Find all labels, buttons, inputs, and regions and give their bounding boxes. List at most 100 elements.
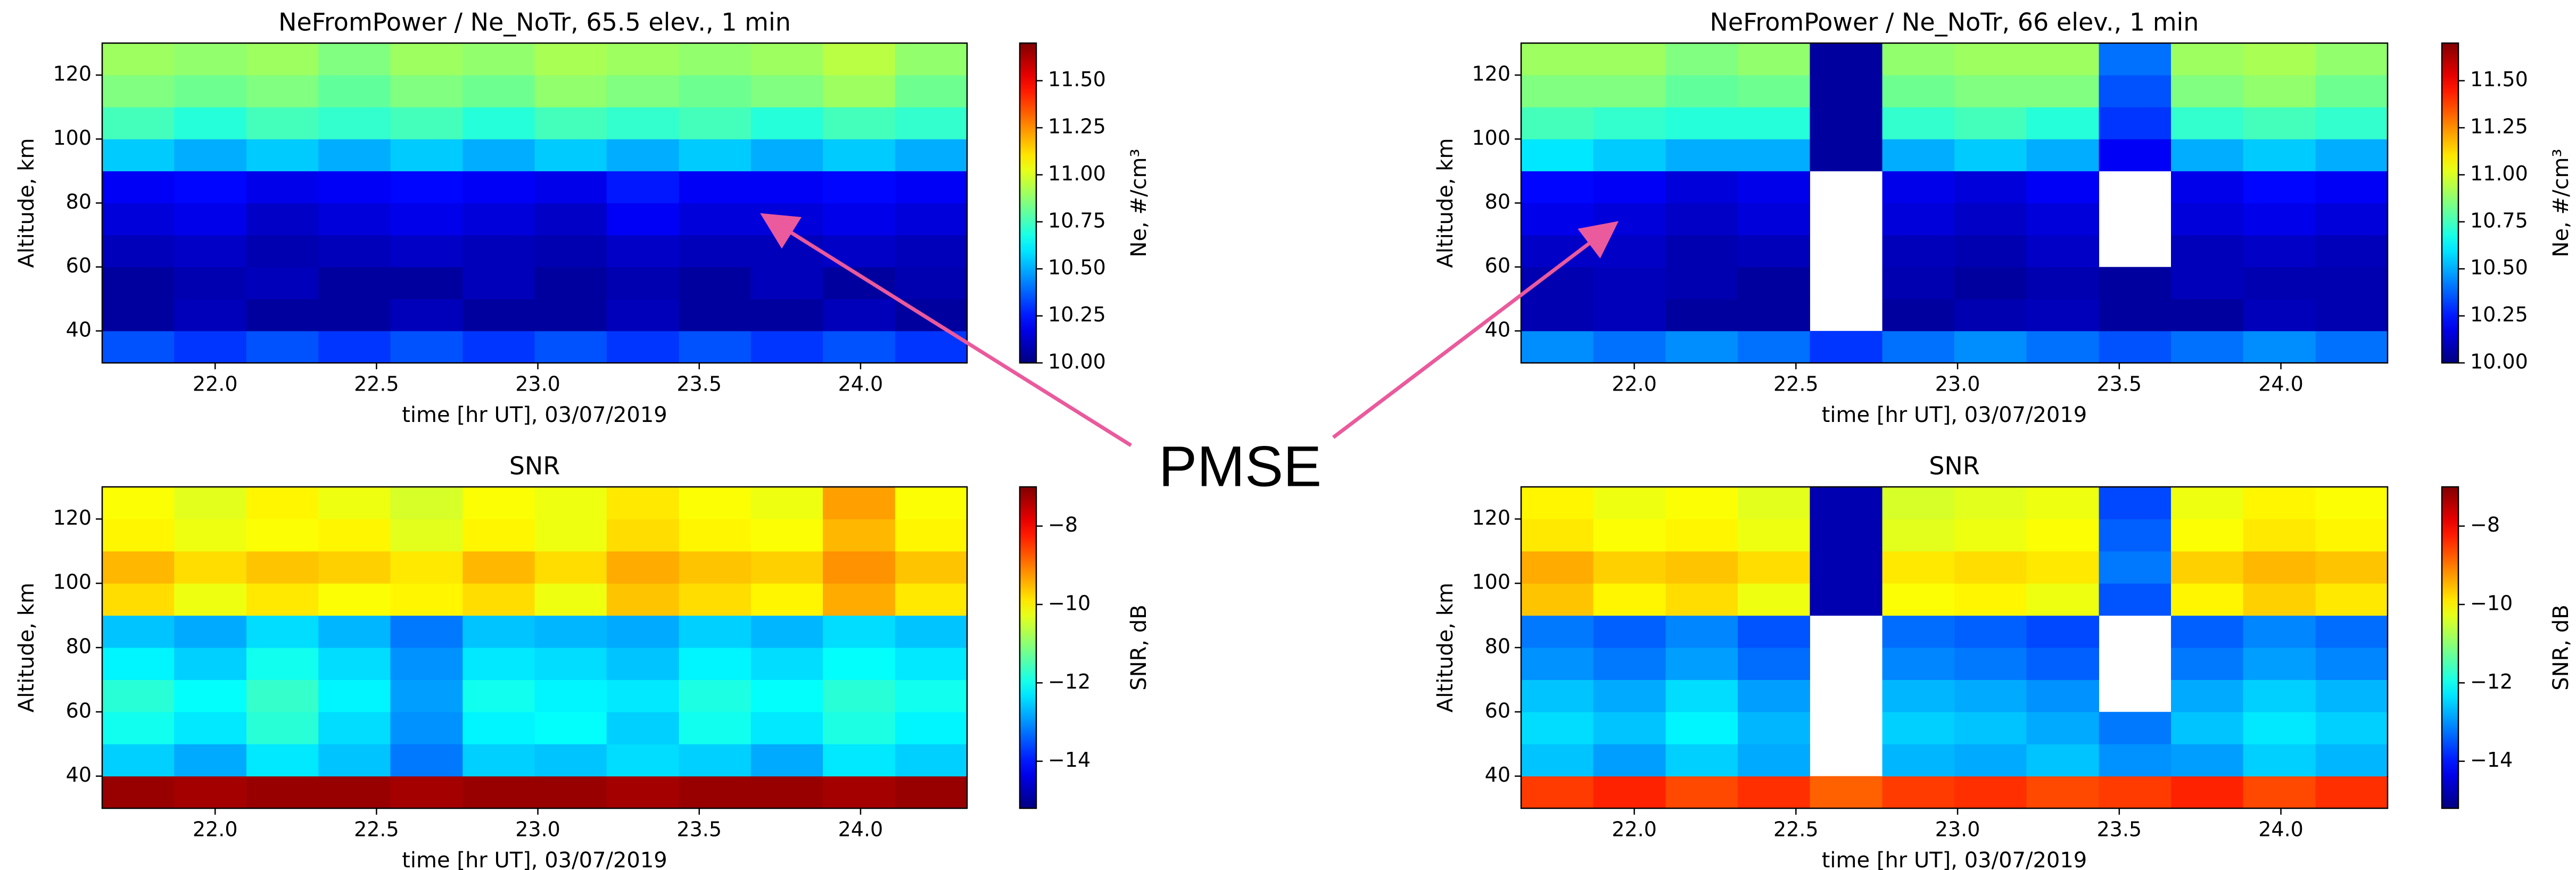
heatmap-cell [1882, 107, 1955, 139]
heatmap-cell [1954, 583, 2027, 616]
heatmap-cell [246, 267, 319, 300]
heatmap-cell [606, 267, 680, 300]
heatmap-cell [463, 299, 535, 332]
heatmap-cell [463, 744, 535, 777]
heatmap-cell [895, 203, 968, 236]
heatmap-cell [750, 711, 823, 744]
y-axis-label: Altitude, km [1433, 583, 1458, 712]
heatmap-cell [1521, 648, 1594, 680]
heatmap-cell [1665, 583, 1738, 616]
heatmap-cell [2243, 107, 2316, 139]
heatmap-cell [822, 711, 896, 744]
heatmap-cell [174, 519, 247, 552]
heatmap-cell [246, 107, 319, 139]
heatmap-cell [2099, 744, 2172, 777]
heatmap-cell [2171, 583, 2243, 616]
colorbar-tick-label: 11.25 [1048, 115, 1106, 138]
heatmap-cell [1521, 75, 1594, 107]
heatmap-cell [2315, 519, 2388, 552]
heatmap-cell [390, 583, 463, 616]
heatmap-cell [318, 75, 391, 107]
heatmap-cell [1665, 680, 1738, 712]
heatmap-cell [1738, 680, 1810, 712]
y-tick-label: 120 [53, 62, 92, 86]
y-tick-label: 60 [1485, 699, 1510, 722]
heatmap-cell [1593, 235, 1666, 268]
heatmap-cell [390, 139, 463, 171]
heatmap-cell [1810, 551, 1883, 584]
heatmap-cell [750, 551, 823, 584]
colorbar [2441, 42, 2459, 364]
heatmap-cell [1882, 776, 1955, 809]
heatmap-cell [2026, 711, 2100, 744]
heatmap-cell [1738, 330, 1810, 363]
colorbar-tick-label: −8 [2470, 513, 2500, 536]
colorbar-tick-label: −14 [2470, 748, 2513, 772]
heatmap-cell [679, 139, 752, 171]
colorbar-tick-label: 10.75 [2470, 209, 2528, 232]
heatmap-cell [102, 139, 175, 171]
heatmap-cell [1521, 203, 1594, 236]
heatmap-cell [1521, 330, 1594, 363]
heatmap-cell [895, 615, 968, 648]
heatmap-cell [534, 235, 607, 268]
heatmap-cell [750, 267, 823, 300]
heatmap-cell [318, 267, 391, 300]
heatmap-cell [750, 648, 823, 680]
x-axis-label: time [hr UT], 03/07/2019 [1822, 848, 2087, 870]
heatmap-cell [2243, 648, 2316, 680]
heatmap-cell [606, 744, 680, 777]
heatmap-cell [1954, 203, 2027, 236]
heatmap-cell [102, 75, 175, 107]
heatmap-cell [1954, 235, 2027, 268]
heatmap-cell [895, 139, 968, 171]
heatmap-cell [246, 583, 319, 616]
heatmap-cell [1810, 43, 1883, 76]
heatmap-cell [102, 711, 175, 744]
heatmap-cell [606, 551, 680, 584]
heatmap-cell [463, 43, 535, 76]
heatmap-cell [102, 299, 175, 332]
heatmap-cell [1521, 235, 1594, 268]
heatmap-cell [534, 776, 607, 809]
heatmap-cell [895, 583, 968, 616]
heatmap-cell [2315, 744, 2388, 777]
heatmap-cell [1521, 615, 1594, 648]
heatmap-cell [1665, 648, 1738, 680]
heatmap-cell [2026, 330, 2100, 363]
x-tick-label: 23.0 [515, 372, 560, 396]
heatmap-cell [1665, 107, 1738, 139]
heatmap-cell [390, 235, 463, 268]
heatmap-cell [1954, 171, 2027, 203]
heatmap-cell [318, 776, 391, 809]
heatmap-cell [2026, 776, 2100, 809]
heatmap-cell [246, 711, 319, 744]
heatmap-cell [1810, 519, 1883, 552]
heatmap-cell [1738, 648, 1810, 680]
heatmap-cell [822, 107, 896, 139]
heatmap-cell [750, 583, 823, 616]
heatmap-cell [463, 139, 535, 171]
heatmap-cell [534, 139, 607, 171]
heatmap-cell [2026, 487, 2100, 519]
x-tick-label: 23.0 [515, 818, 560, 841]
heatmap-cell [1738, 299, 1810, 332]
heatmap-cell [1593, 43, 1666, 76]
heatmap-cell [318, 711, 391, 744]
heatmap-cell [606, 711, 680, 744]
y-tick-label: 100 [1472, 570, 1510, 594]
heatmap-cell [679, 551, 752, 584]
heatmap-cell [1521, 139, 1594, 171]
heatmap-cell [534, 583, 607, 616]
heatmap-cell [679, 744, 752, 777]
heatmap-cell [2243, 267, 2316, 300]
heatmap-cell [102, 551, 175, 584]
heatmap-cell [606, 75, 680, 107]
heatmap-cell [2099, 583, 2172, 616]
heatmap-cell [895, 680, 968, 712]
colorbar-tick-label: −10 [2470, 591, 2513, 615]
heatmap-cell [246, 299, 319, 332]
heatmap-cell [318, 519, 391, 552]
heatmap-cell [2243, 299, 2316, 332]
heatmap-cell [1593, 615, 1666, 648]
